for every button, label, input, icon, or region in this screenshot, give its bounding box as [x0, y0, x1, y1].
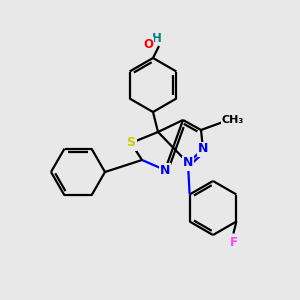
Text: O: O — [143, 38, 153, 50]
Text: N: N — [183, 157, 193, 169]
Text: F: F — [230, 236, 237, 249]
Text: H: H — [152, 32, 162, 44]
Text: N: N — [160, 164, 170, 176]
Text: S: S — [127, 136, 136, 149]
Text: CH₃: CH₃ — [222, 115, 244, 125]
Text: N: N — [198, 142, 208, 155]
